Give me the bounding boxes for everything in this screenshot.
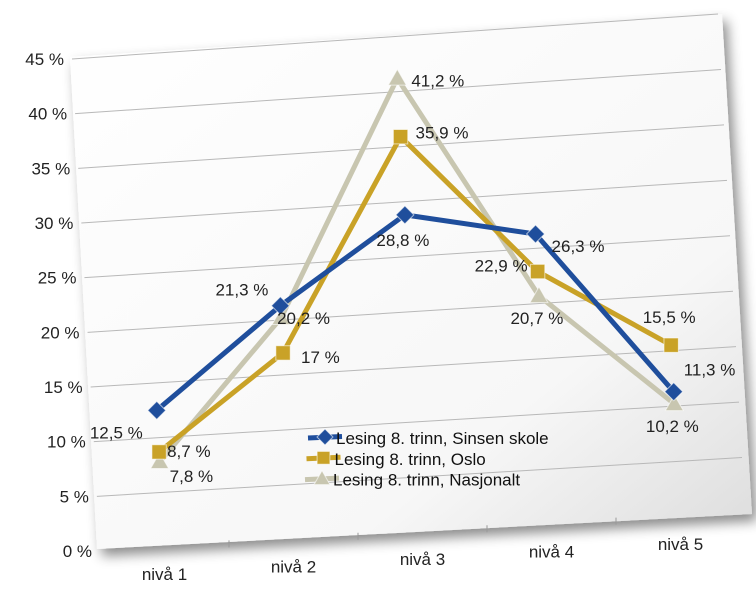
y-axis: 0 % 5 % 10 % 15 % 20 % 25 % 30 % 35 % 40 % 45 % <box>25 50 92 561</box>
data-point <box>271 307 291 326</box>
x-axis: nivå 1 nivå 2 nivå 3 nivå 4 nivå 5 <box>142 535 703 584</box>
gridline <box>71 13 719 60</box>
data-point <box>529 285 549 304</box>
data-label: 7,8 % <box>170 467 213 486</box>
data-label: 8,7 % <box>167 442 210 461</box>
gridline <box>87 290 734 333</box>
data-label: 20,7 % <box>510 309 563 328</box>
data-label: 17 % <box>301 348 340 367</box>
y-tick-label: 25 % <box>38 269 77 288</box>
gridline <box>81 179 728 224</box>
data-point <box>663 337 679 353</box>
gridline <box>90 346 737 388</box>
y-tick-label: 45 % <box>25 50 64 69</box>
data-point <box>151 444 167 460</box>
y-tick-label: 30 % <box>35 214 74 233</box>
data-point <box>392 129 409 145</box>
data-label: 12,5 % <box>90 423 143 442</box>
x-tick-label: nivå 1 <box>142 565 187 584</box>
data-point <box>149 451 170 470</box>
data-label: 21,3 % <box>215 281 268 300</box>
gridlines <box>71 13 743 548</box>
data-labels: 12,5 % 21,3 % 28,8 % 26,3 % 11,3 % 8,7 % 17 % 3… <box>90 71 736 485</box>
data-point <box>387 68 408 86</box>
data-label: 22,9 % <box>475 257 528 276</box>
y-tick-label: 40 % <box>28 105 67 124</box>
data-point <box>275 345 291 361</box>
data-point <box>663 381 684 402</box>
data-label: 15,5 % <box>643 308 696 327</box>
data-point <box>270 296 291 316</box>
y-tick-label: 35 % <box>31 159 70 178</box>
legend-label: Lesing 8. trinn, Sinsen skole <box>336 429 549 448</box>
data-point <box>664 393 685 412</box>
legend: Lesing 8. trinn, Sinsen skole Lesing 8. t… <box>304 428 549 490</box>
series <box>147 68 685 470</box>
gridline <box>93 401 740 443</box>
data-label: 28,8 % <box>376 231 429 250</box>
data-label: 20,2 % <box>277 309 330 328</box>
data-point <box>395 205 415 225</box>
y-tick-label: 15 % <box>44 378 83 397</box>
x-tick-label: nivå 4 <box>529 542 574 561</box>
gridline <box>75 68 722 115</box>
gridline <box>78 124 725 169</box>
x-tick-label: nivå 3 <box>400 550 445 569</box>
data-label: 26,3 % <box>552 237 605 256</box>
plot-area <box>70 14 752 549</box>
data-label: 10,2 % <box>646 417 699 436</box>
legend-label: Lesing 8. trinn, Oslo <box>335 450 486 469</box>
gridline <box>84 235 731 279</box>
data-label: 41,2 % <box>411 71 464 90</box>
y-tick-label: 20 % <box>41 323 80 342</box>
y-tick-label: 5 % <box>60 487 89 506</box>
y-tick-label: 0 % <box>63 542 92 561</box>
legend-marker <box>316 428 334 446</box>
data-label: 11,3 % <box>684 361 736 380</box>
gridline <box>96 457 743 497</box>
data-label: 35,9 % <box>416 124 469 143</box>
legend-marker <box>316 450 331 465</box>
data-point <box>525 224 546 244</box>
y-tick-label: 10 % <box>47 433 86 452</box>
legend-label: Lesing 8. trinn, Nasjonalt <box>333 471 520 490</box>
x-tick-label: nivå 2 <box>271 558 316 577</box>
data-point <box>147 400 167 421</box>
data-point <box>529 263 546 280</box>
legend-marker <box>313 469 331 486</box>
x-tick-label: nivå 5 <box>658 535 703 554</box>
